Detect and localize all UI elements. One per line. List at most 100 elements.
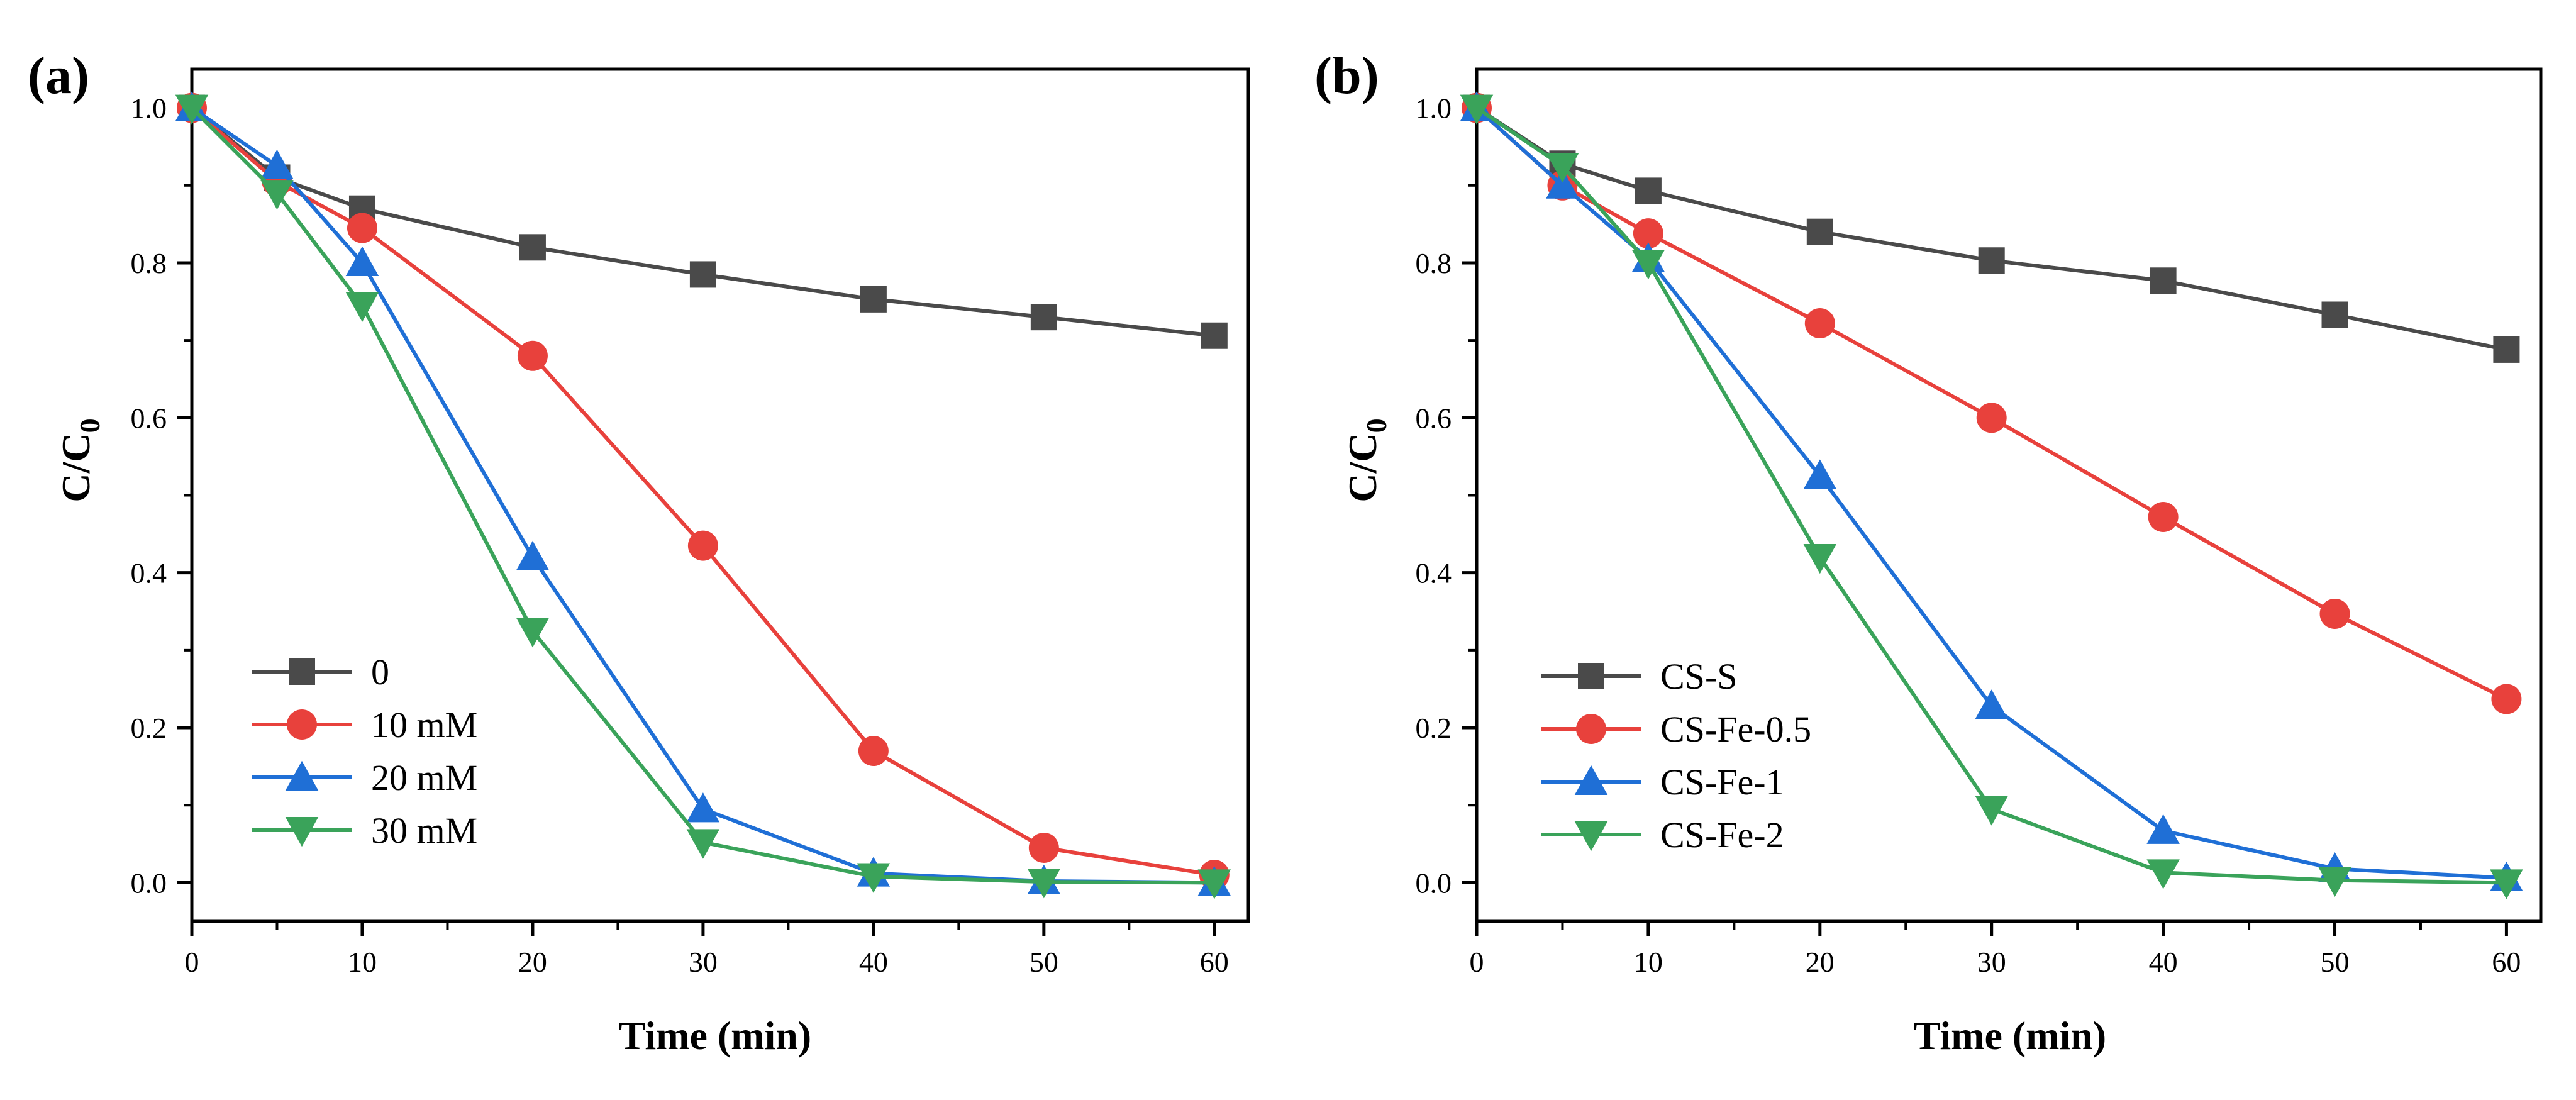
panel-b-data-point-cs-fe-2 — [2146, 859, 2180, 889]
panel-b-data-point-cs-fe-1 — [1975, 689, 2008, 719]
panel-a-data-point-10-mm — [517, 340, 548, 371]
panel-b-y-axis-title-main: C/C — [1340, 433, 1385, 502]
panel-b-data-point-cs-s — [2493, 336, 2520, 363]
panel-b-x-tick-label: 60 — [2492, 946, 2521, 978]
panel-b-data-point-cs-fe-2 — [1546, 152, 1579, 183]
panel-a-y-tick-label: 0.4 — [131, 557, 167, 589]
panel-a-data-point-10-mm — [1028, 832, 1059, 863]
panel-a-data-point-30-mm — [260, 180, 294, 210]
panel-a-y-tick-label: 0.6 — [131, 402, 167, 434]
panel-b-x-tick-label: 10 — [1634, 946, 1663, 978]
panel-b-data-point-cs-s — [1978, 247, 2005, 274]
panel-a-data-point-20-mm — [345, 246, 379, 276]
panel-a-data-point-10-mm — [858, 736, 889, 766]
panel-b-x-axis-title-text: Time (min) — [1914, 1013, 2106, 1058]
panel-a-data-point-30-mm — [1197, 869, 1231, 899]
panel-b-legend-item-cs-fe-2: CS-Fe-2 — [1541, 814, 1784, 855]
panel-b-y-tick-label: 0.4 — [1416, 557, 1452, 589]
panel-a-data-point-0 — [1030, 304, 1057, 331]
panel-a-y-tick-label: 0.2 — [131, 712, 167, 744]
panel-b-legend-label: CS-Fe-0.5 — [1660, 709, 1811, 750]
panel-a-data-point-30-mm — [1027, 869, 1061, 899]
panel-a-legend-item-10-mm: 10 mM — [252, 704, 477, 745]
panel-a-x-tick-label: 30 — [689, 946, 718, 978]
panel-b-x-tick-label: 20 — [1806, 946, 1835, 978]
panel-b-data-point-cs-s — [1635, 177, 1662, 204]
panel-a-data-point-30-mm — [686, 829, 720, 859]
panel-b-data-point-cs-s — [2150, 267, 2177, 294]
panel-b-x-axis-title: Time (min) — [1914, 1013, 2106, 1058]
panel-b-x-tick-label: 30 — [1977, 946, 2006, 978]
panel-b-data-point-cs-fe-2 — [1975, 796, 2008, 826]
panel-b-y-tick-label: 0.0 — [1416, 867, 1452, 899]
panel-a-series-line-30-mm — [190, 106, 1214, 885]
panel-b-legend-marker — [1574, 821, 1608, 852]
panel-a-y-ticks: 0.0 0.2 0.4 0.6 0.8 1.0 — [131, 92, 192, 899]
panel-b-data-point-cs-fe-1 — [1803, 459, 1837, 489]
panel-b-series-line-cs-s — [1475, 106, 2507, 352]
panel-a-x-tick-label: 20 — [518, 946, 547, 978]
panel-a-data-point-20-mm — [260, 149, 294, 179]
panel-b-y-ticks: 0.0 0.2 0.4 0.6 0.8 1.0 — [1416, 92, 1477, 899]
panel-b: (b) Time (min) C/C0 0 10 20 30 40 50 600.00.20… — [1314, 47, 2543, 1058]
panel-a-legend-label: 30 mM — [371, 810, 477, 851]
panel-a-data-point-30-mm — [345, 292, 379, 322]
panel-a-data-point-30-mm — [175, 94, 209, 125]
panel-a-series-line-10-mm — [191, 106, 1215, 877]
panel-a-legend-label: 10 mM — [371, 704, 477, 745]
panel-a-y-axis-title: C/C0 — [53, 418, 106, 502]
panel-a-legend-item-30-mm: 30 mM — [252, 810, 477, 851]
panel-b-series-cs-fe-2 — [1460, 94, 2523, 899]
panel-a-legend-marker — [285, 760, 319, 791]
panel-b-y-tick-label: 0.6 — [1416, 402, 1452, 434]
panel-a-data-point-0 — [519, 234, 546, 261]
panel-b-data-point-cs-fe-0-5 — [2148, 501, 2179, 532]
panel-a-data-point-0 — [860, 286, 887, 313]
panel-a-legend-marker — [289, 658, 315, 685]
panel-b-data-point-cs-fe-1 — [2146, 814, 2180, 844]
panel-b-data-point-cs-s — [1806, 218, 1833, 245]
panel-b-legend-label: CS-Fe-1 — [1660, 762, 1784, 803]
panel-b-data-point-cs-fe-0-5 — [1633, 218, 1663, 249]
panel-b-data-point-cs-fe-2 — [2318, 867, 2351, 897]
panel-a-data-point-0 — [1201, 322, 1228, 349]
panel-b-y-axis-title-text: C/C0 — [1340, 418, 1392, 502]
panel-a-y-axis-title-main: C/C — [53, 433, 98, 502]
panel-a-legend: 0 10 mM 20 mM 30 mM — [252, 652, 477, 851]
panel-a-legend-marker — [287, 709, 317, 740]
panel-b-series-line-cs-fe-0-5 — [1475, 106, 2507, 701]
panel-b-x-ticks: 0 10 20 30 40 50 60 — [1470, 921, 2521, 978]
panel-a-data-point-10-mm — [687, 530, 718, 561]
panel-b-legend-marker — [1574, 765, 1608, 795]
panel-b-data-point-cs-fe-2 — [2490, 869, 2523, 899]
panel-a-data-point-30-mm — [857, 863, 891, 893]
panel-b-data-point-cs-fe-0-5 — [1804, 308, 1835, 339]
panel-a-x-tick-label: 0 — [185, 946, 199, 978]
panel-a-x-tick-label: 10 — [348, 946, 377, 978]
panel-a-label: (a) — [28, 47, 89, 105]
panel-b-legend-marker — [1576, 714, 1606, 744]
panel-b-data-point-cs-fe-0-5 — [2319, 598, 2350, 629]
panel-b-data-point-cs-fe-2 — [1460, 94, 1494, 125]
panel-b-data-point-cs-s — [2321, 301, 2348, 328]
panel-b-label: (b) — [1314, 47, 1379, 105]
panel-b-legend-label: CS-S — [1660, 656, 1738, 697]
panel-a-x-axis-title: Time (min) — [619, 1013, 811, 1058]
panel-b-x-tick-label: 50 — [2321, 946, 2350, 978]
panel-a-legend-marker — [285, 817, 319, 847]
panel-b-data-point-cs-fe-2 — [1803, 544, 1837, 574]
panel-a-x-axis-title-text: Time (min) — [619, 1013, 811, 1058]
panel-a-y-tick-label: 1.0 — [131, 92, 167, 125]
panel-a-legend-item-20-mm: 20 mM — [252, 757, 477, 798]
panel-a-y-tick-label: 0.8 — [131, 247, 167, 279]
panel-b-x-tick-label: 40 — [2149, 946, 2178, 978]
panel-b-legend-item-cs-fe-0-5: CS-Fe-0.5 — [1541, 709, 1811, 750]
panel-a-data-point-20-mm — [686, 792, 720, 823]
panel-a-y-axis-title-text: C/C0 — [53, 418, 106, 502]
panel-a-data-point-0 — [689, 261, 716, 288]
panel-a-series-30-mm — [175, 94, 1231, 899]
panel-b-series-cs-s — [1463, 94, 2520, 363]
panel-a-y-axis-title-sub: 0 — [74, 418, 106, 433]
panel-b-data-point-cs-fe-2 — [1631, 249, 1665, 280]
